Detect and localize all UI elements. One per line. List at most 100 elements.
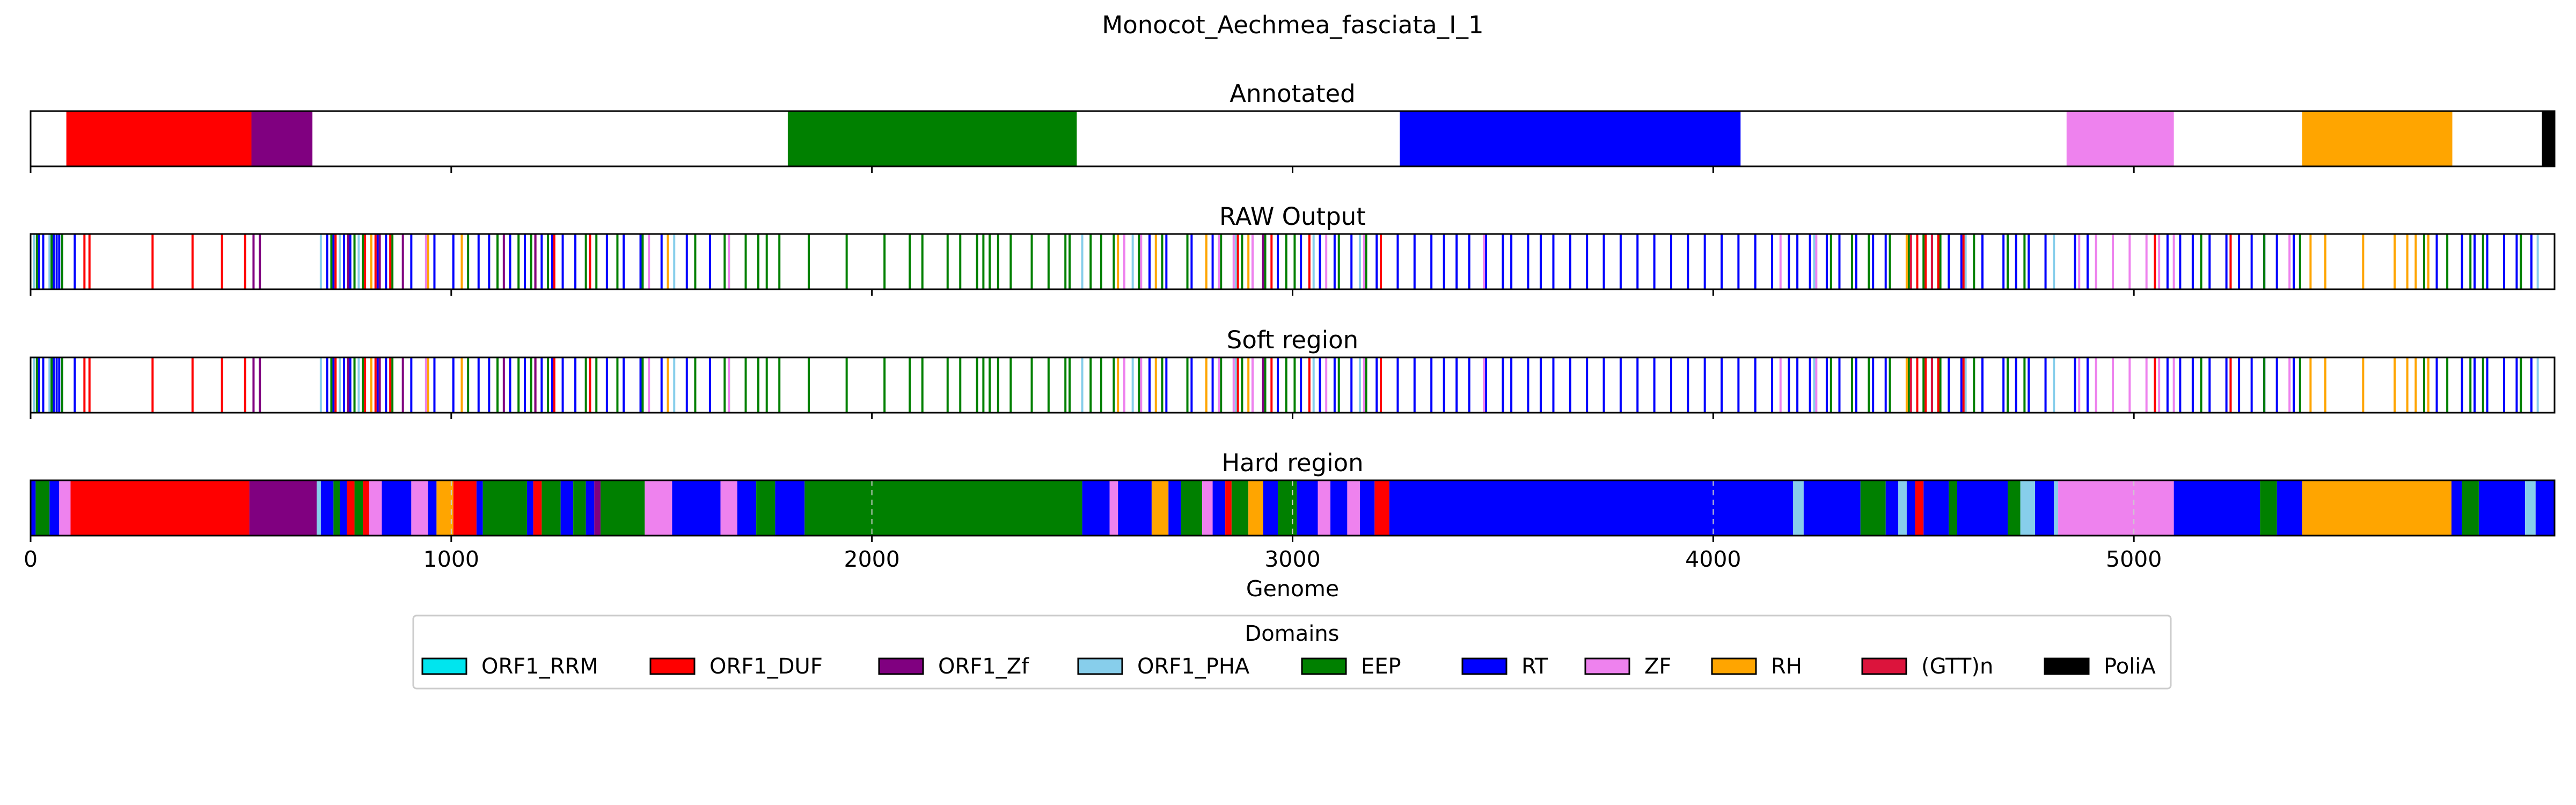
segment-eep — [541, 480, 561, 536]
segment-zf — [720, 480, 737, 536]
panel-background — [31, 234, 2555, 289]
segment-zf — [59, 480, 71, 536]
segment-eep — [2008, 480, 2021, 536]
segment-rt — [560, 480, 574, 536]
segment-rt — [320, 480, 334, 536]
segment-rt — [1923, 480, 1949, 536]
panel-hard-region: Hard region — [30, 449, 2556, 542]
legend-item-rh: RH — [1711, 654, 1802, 679]
segment-rt — [586, 480, 595, 536]
segment-rh — [2302, 111, 2453, 166]
segment-rt — [1297, 480, 1318, 536]
legend-swatch — [1711, 657, 1757, 675]
segment-rt — [1212, 480, 1226, 536]
segment-eep — [1278, 480, 1297, 536]
segment-rt — [1330, 480, 1348, 536]
legend-label: PoliA — [2104, 654, 2156, 679]
segment-orf1-pha — [2054, 480, 2059, 536]
legend-item-eep: EEP — [1301, 654, 1401, 679]
legend-item-orf1-pha: ORF1_PHA — [1077, 654, 1250, 679]
segment-rt — [1082, 480, 1110, 536]
segment-rt — [1359, 480, 1375, 536]
segment-rt — [2535, 480, 2555, 536]
segment-eep — [482, 480, 527, 536]
segment-rt — [31, 480, 36, 536]
legend-swatch — [1584, 657, 1630, 675]
segment-rh — [1248, 480, 1263, 536]
segment-eep — [1949, 480, 1957, 536]
segment-zf — [411, 480, 428, 536]
segment-orf1-pha — [1793, 480, 1804, 536]
segment-eep — [1181, 480, 1202, 536]
legend-label: RH — [1771, 654, 1802, 679]
segment-rt — [1263, 480, 1278, 536]
legend-label: ORF1_DUF — [709, 654, 823, 679]
segment-rt — [428, 480, 437, 536]
segment-eep — [2260, 480, 2277, 536]
panel-title: Hard region — [1221, 449, 1363, 477]
legend-label: EEP — [1361, 654, 1401, 679]
segment-orf1-duf — [1225, 480, 1232, 536]
segment-rt — [1885, 480, 1899, 536]
segment-rt — [526, 480, 533, 536]
segment-eep — [804, 480, 1082, 536]
segment-rt — [2035, 480, 2054, 536]
legend-swatch — [1301, 657, 1347, 675]
segment-orf1-duf — [347, 480, 355, 536]
segment-rt — [737, 480, 757, 536]
segment-zf — [1347, 480, 1360, 536]
segment-orf1-zf — [251, 111, 313, 166]
segment-eep — [1231, 480, 1249, 536]
segment-rt — [1168, 480, 1181, 536]
segment-rt — [1389, 480, 1794, 536]
x-tick-label: 3000 — [1264, 546, 1320, 572]
legend-swatch — [1077, 657, 1123, 675]
legend-swatch — [878, 657, 924, 675]
legend-item-orf1-rrm: ORF1_RRM — [421, 654, 598, 679]
segment-orf1-zf — [249, 480, 317, 536]
segment-rt — [775, 480, 805, 536]
segment-rh — [2302, 480, 2451, 536]
legend-item-orf1-duf: ORF1_DUF — [649, 654, 823, 679]
legend-label: (GTT)n — [1921, 654, 1993, 679]
segment-zf — [2066, 111, 2174, 166]
segment-zf — [1318, 480, 1331, 536]
panel-raw-output: RAW Output — [30, 202, 2556, 296]
segment-eep — [2462, 480, 2479, 536]
x-axis: 0 1000 2000 3000 4000 5000 Genome — [24, 546, 2162, 602]
segment-zf — [2058, 480, 2174, 536]
segment-zf — [369, 480, 382, 536]
legend-item-gtt-n: (GTT)n — [1861, 654, 1993, 679]
segment-eep — [573, 480, 586, 536]
segment-eep — [787, 111, 1077, 166]
segment-rt — [476, 480, 483, 536]
x-tick-label: 1000 — [423, 546, 479, 572]
x-tick-label: 4000 — [1685, 546, 1741, 572]
x-axis-label: Genome — [1246, 576, 1339, 602]
segment-polia — [2542, 111, 2555, 166]
segment-rt — [1803, 480, 1861, 536]
chart-title: Monocot_Aechmea_fasciata_I_1 — [1102, 11, 1483, 39]
segment-orf1-pha — [2525, 480, 2536, 536]
x-tick-label: 2000 — [844, 546, 899, 572]
legend-label: ZF — [1644, 654, 1671, 679]
segment-rt — [49, 480, 60, 536]
legend-item-rt: RT — [1461, 654, 1548, 679]
segment-orf1-duf — [1374, 480, 1389, 536]
segment-eep — [1860, 480, 1886, 536]
segment-orf1-duf — [1915, 480, 1924, 536]
segment-orf1-duf — [363, 480, 369, 536]
panel-title: Annotated — [1230, 79, 1355, 108]
legend-label: RT — [1521, 654, 1548, 679]
panel-title: RAW Output — [1219, 202, 1366, 231]
x-tick-label: 0 — [24, 546, 38, 572]
panel-soft-region: Soft region — [30, 326, 2556, 419]
segment-orf1-duf — [66, 111, 252, 166]
segment-rt — [2451, 480, 2462, 536]
segment-eep — [35, 480, 50, 536]
legend-swatch — [421, 657, 467, 675]
segment-zf — [645, 480, 672, 536]
segment-rt — [672, 480, 721, 536]
